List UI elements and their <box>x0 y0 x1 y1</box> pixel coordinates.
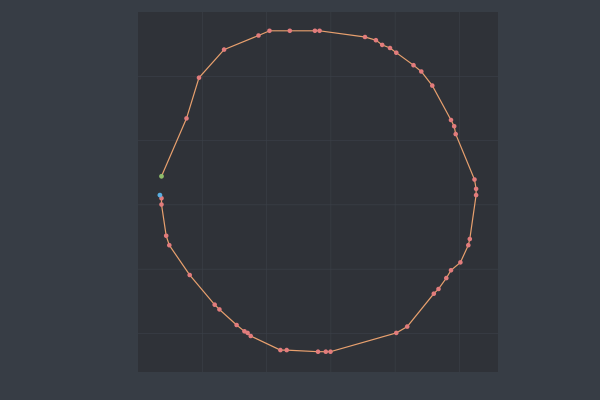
city-point <box>411 62 416 68</box>
city-point <box>248 333 253 339</box>
city-point <box>473 192 479 198</box>
city-point <box>473 186 479 192</box>
city-point <box>323 349 329 355</box>
city-point <box>184 116 189 121</box>
city-point <box>444 275 449 281</box>
city-point <box>451 124 457 129</box>
city-point <box>448 268 454 273</box>
city-point <box>196 75 202 80</box>
city-point <box>394 330 399 336</box>
city-point <box>315 349 321 355</box>
city-point <box>212 302 217 308</box>
city-point <box>159 202 164 207</box>
city-point <box>163 233 169 239</box>
city-point <box>217 307 222 312</box>
city-point <box>362 34 368 40</box>
city-point <box>278 347 283 353</box>
endpoint-markers <box>157 173 164 198</box>
city-point <box>187 272 192 278</box>
city-point <box>458 260 463 265</box>
city-point <box>234 322 239 328</box>
city-point <box>472 177 477 182</box>
city-point <box>448 117 454 123</box>
plot-area <box>138 12 498 372</box>
city-point <box>379 42 385 48</box>
city-point <box>387 45 393 51</box>
start-point <box>159 173 164 179</box>
city-point <box>267 28 272 34</box>
city-point <box>287 28 293 34</box>
city-point <box>373 37 379 43</box>
city-point <box>256 33 261 38</box>
city-point <box>312 28 318 34</box>
city-point <box>467 236 473 242</box>
city-point <box>436 286 441 292</box>
city-point <box>466 242 471 248</box>
city-point <box>221 47 227 52</box>
city-markers <box>159 28 479 355</box>
city-point <box>328 349 333 355</box>
end-point <box>157 192 163 198</box>
city-point <box>284 347 290 353</box>
city-point <box>167 242 172 248</box>
city-point <box>394 50 399 55</box>
city-point <box>431 291 437 297</box>
city-point <box>404 324 410 329</box>
city-point <box>242 329 247 334</box>
city-point <box>453 131 459 137</box>
city-point <box>317 28 322 34</box>
city-point <box>430 83 435 88</box>
city-point <box>419 69 424 74</box>
